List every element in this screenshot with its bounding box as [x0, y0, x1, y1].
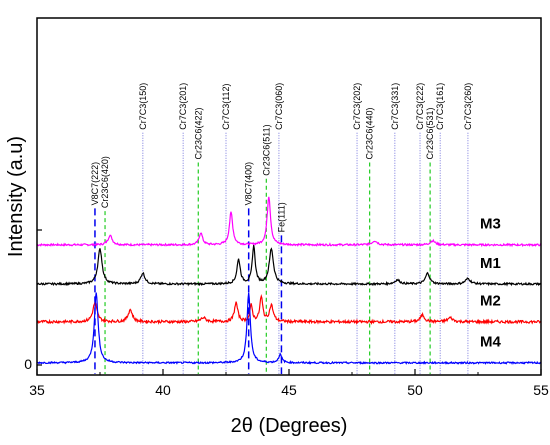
y-axis-ticks: 0 [24, 229, 42, 372]
series-line-m3 [36, 196, 542, 248]
x-tick-label-4: 55 [533, 382, 549, 398]
series-label-m2: M2 [480, 293, 501, 310]
reference-line-label-16: Cr7C3(260) [463, 83, 473, 130]
reference-line-label-7: Cr23C6(511) [261, 124, 271, 175]
reference-line-label-13: Cr7C3(222) [415, 83, 425, 130]
reference-line-label-6: V8C7(400) [244, 162, 254, 206]
series-line-m4 [36, 292, 542, 365]
reference-line-label-15: Cr7C3(161) [435, 83, 445, 130]
series-lines [36, 196, 542, 365]
x-tick-label-0: 35 [29, 382, 45, 398]
x-axis-label: 2θ (Degrees) [231, 415, 348, 437]
reference-line-label-2: Cr7C3(150) [138, 83, 148, 130]
x-tick-label-3: 50 [407, 382, 423, 398]
reference-line-label-12: Cr7C3(331) [390, 83, 400, 130]
reference-line-label-9: Fe(111) [276, 202, 286, 232]
y-tick-label-0: 0 [24, 356, 32, 372]
reference-line-label-11: Cr23C6(440) [365, 107, 375, 159]
series-labels: M3 M1 M2 M4 [480, 216, 501, 351]
series-label-m4: M4 [480, 334, 501, 351]
reference-line-label-1: Cr23C6(420) [100, 156, 110, 208]
series-line-m2 [36, 293, 542, 325]
x-tick-label-2: 45 [281, 382, 297, 398]
reference-line-label-10: Cr7C3(202) [352, 83, 362, 130]
peak-labels: V8C7(222) Cr23C6(420) Cr7C3(150) Cr7C3(201)… [90, 83, 473, 233]
reference-line-label-0: V8C7(222) [90, 162, 100, 206]
reference-lines [94, 132, 469, 374]
x-tick-label-1: 40 [155, 382, 171, 398]
reference-line-label-14: Cr23C6(531) [425, 107, 435, 159]
series-label-m1: M1 [480, 255, 501, 272]
reference-line-label-4: Cr23C6(422) [193, 107, 203, 159]
reference-line-label-3: Cr7C3(201) [178, 83, 188, 130]
series-line-m1 [36, 245, 542, 287]
series-label-m3: M3 [480, 216, 501, 233]
x-axis-ticks: 35 40 45 50 55 [29, 369, 549, 398]
reference-line-label-5: Cr7C3(112) [221, 83, 231, 129]
y-axis-label: Intensity (a.u) [5, 136, 27, 257]
reference-line-label-8: Cr7C3(060) [274, 83, 284, 130]
